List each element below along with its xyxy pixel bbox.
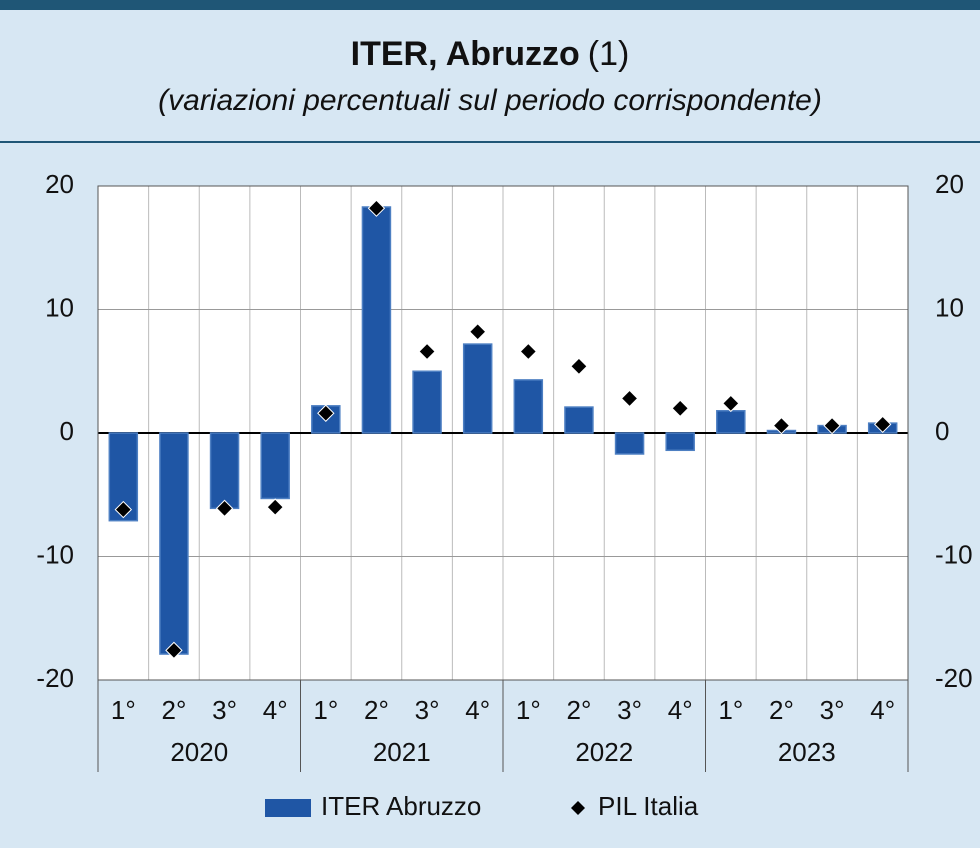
marker [468,323,487,341]
group-label: 2021 [373,737,431,767]
x-tick-label: 2° [567,695,592,725]
bar [564,406,594,434]
x-tick-label: 2° [769,695,794,725]
x-tick-label: 3° [415,695,440,725]
marker [620,389,639,408]
y2-tick-label: -10 [935,539,973,569]
title-main: ITER, Abruzzo [351,35,580,73]
x-tick-label: 1° [313,695,338,725]
y2-tick-label: 20 [935,169,964,199]
marker [418,342,436,361]
bar [260,432,290,500]
marker [823,416,841,435]
title-note: (1) [588,35,630,73]
y2-tick-label: -20 [935,663,973,693]
bar [412,370,442,434]
y-tick-label: 0 [60,416,74,446]
marker [570,357,588,376]
marker [772,416,791,435]
marker [114,500,133,519]
marker [266,498,284,516]
group-label: 2020 [170,737,228,767]
marker [722,394,740,413]
bar [462,343,493,434]
x-tick-label: 1° [718,695,743,725]
x-tick-label: 3° [212,695,237,725]
x-tick-label: 2° [364,695,389,725]
y-tick-label: -20 [36,663,74,693]
x-tick-label: 4° [263,695,288,725]
marker [873,415,892,434]
group-label: 2023 [778,737,836,767]
legend-label: ITER Abruzzo [321,791,481,821]
bar [159,432,189,655]
bar [716,410,746,434]
y-tick-label: 20 [45,169,74,199]
x-tick-label: 3° [820,695,845,725]
marker [671,399,689,418]
y-tick-label: 10 [45,292,74,322]
marker [317,404,335,422]
marker [367,199,386,217]
x-tick-label: 1° [111,695,136,725]
bar [209,432,240,510]
legend-swatch [265,799,311,817]
x-tick-label: 4° [870,695,895,725]
x-tick-label: 4° [465,695,490,725]
chart-subtitle: (variazioni percentuali sul periodo corr… [158,84,822,117]
y-tick-label: -10 [36,539,74,569]
marker [519,342,538,361]
group-label: 2022 [575,737,633,767]
bar [513,379,544,434]
bar [665,432,695,452]
bar [361,206,392,434]
bar [614,432,645,455]
legend-swatch [571,801,585,815]
x-tick-label: 1° [516,695,541,725]
marker [215,499,234,518]
x-tick-label: 2° [162,695,187,725]
y2-tick-label: 0 [935,416,949,446]
chart-title: ITER, Abruzzo (1) [351,35,630,73]
x-tick-label: 4° [668,695,693,725]
legend-label: PIL Italia [598,791,699,821]
top-band [0,0,980,10]
x-tick-label: 3° [617,695,642,725]
y2-tick-label: 10 [935,292,964,322]
marker [165,641,183,660]
